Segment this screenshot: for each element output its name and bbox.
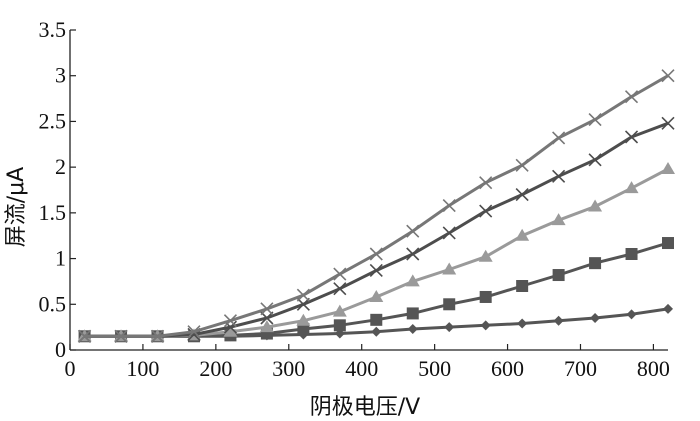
data-point	[626, 309, 637, 320]
series-line	[84, 121, 669, 338]
x-tick-label: 400	[345, 356, 378, 381]
y-tick-label: 3.5	[39, 17, 67, 42]
data-point	[624, 90, 639, 104]
data-point	[517, 318, 528, 329]
data-point	[407, 323, 418, 334]
y-tick-label: 2	[55, 154, 66, 179]
series-4	[78, 116, 675, 343]
data-point	[516, 280, 529, 292]
tick-labels: 0 100 200 300 400 500 600 700 800 0 0.5 1 1.5 2 2.5 3 3.…	[39, 17, 670, 381]
series-layer	[77, 69, 675, 343]
x-tick-label: 500	[418, 356, 451, 381]
data-point	[406, 224, 420, 238]
x-tick-label: 0	[65, 356, 76, 381]
data-point	[333, 267, 347, 281]
data-point	[551, 213, 566, 226]
data-point	[661, 69, 675, 83]
data-point	[442, 262, 457, 275]
data-point	[223, 314, 238, 328]
axes	[69, 29, 668, 351]
data-point	[661, 116, 675, 130]
data-point	[371, 326, 382, 337]
data-point	[515, 158, 529, 172]
data-point	[78, 329, 92, 343]
data-point	[369, 247, 383, 261]
data-point	[553, 315, 564, 326]
data-point	[187, 325, 201, 339]
data-point	[625, 248, 638, 260]
data-point	[515, 228, 530, 241]
data-point	[442, 226, 456, 240]
x-axis-title: 阴极电压/V	[310, 395, 420, 420]
x-tick-label: 200	[199, 356, 232, 381]
data-point	[405, 274, 420, 287]
y-tick-label: 1.5	[39, 200, 67, 225]
data-point	[480, 320, 491, 331]
data-point	[624, 181, 639, 194]
y-tick-label: 2.5	[39, 108, 67, 133]
data-point	[479, 290, 492, 303]
y-tick-label: 1	[55, 246, 66, 271]
data-point	[297, 322, 310, 335]
data-point	[444, 322, 455, 333]
x-tick-label: 600	[491, 356, 524, 381]
data-point	[479, 204, 493, 218]
data-point	[515, 188, 529, 202]
x-tick-label: 100	[126, 356, 159, 381]
data-point	[296, 297, 310, 311]
data-point	[406, 307, 419, 320]
data-point	[478, 249, 493, 262]
x-tick-label: 800	[637, 356, 670, 381]
x-tick-label: 700	[564, 356, 597, 381]
data-point	[369, 263, 383, 278]
data-point	[552, 269, 565, 282]
data-point	[333, 319, 346, 332]
data-point	[223, 324, 238, 337]
y-tick-label: 0	[55, 337, 66, 362]
data-point	[624, 130, 639, 144]
series-5	[78, 69, 675, 343]
data-point	[333, 282, 347, 296]
data-point	[588, 199, 603, 212]
y-tick-label: 3	[55, 63, 66, 88]
data-point	[296, 288, 310, 302]
data-point	[662, 237, 674, 250]
data-point	[552, 131, 566, 145]
data-point	[114, 329, 128, 343]
data-point	[370, 313, 383, 326]
x-tick-label: 300	[272, 356, 305, 381]
data-point	[150, 329, 165, 343]
data-point	[406, 247, 420, 261]
data-point	[442, 198, 456, 213]
data-point	[552, 169, 566, 183]
data-point	[332, 304, 347, 317]
data-point	[260, 311, 274, 325]
data-point	[661, 161, 675, 174]
data-point	[588, 153, 602, 167]
y-axis-title: 屏流/μA	[4, 167, 29, 247]
data-point	[259, 320, 274, 333]
data-point	[663, 303, 673, 314]
data-point	[260, 302, 274, 316]
data-point	[590, 313, 601, 323]
y-tick-label: 0.5	[39, 291, 67, 316]
data-point	[369, 289, 384, 302]
data-point	[296, 313, 311, 326]
data-point	[588, 113, 602, 127]
data-point	[589, 257, 602, 270]
data-point	[443, 298, 456, 311]
data-point	[479, 176, 493, 190]
